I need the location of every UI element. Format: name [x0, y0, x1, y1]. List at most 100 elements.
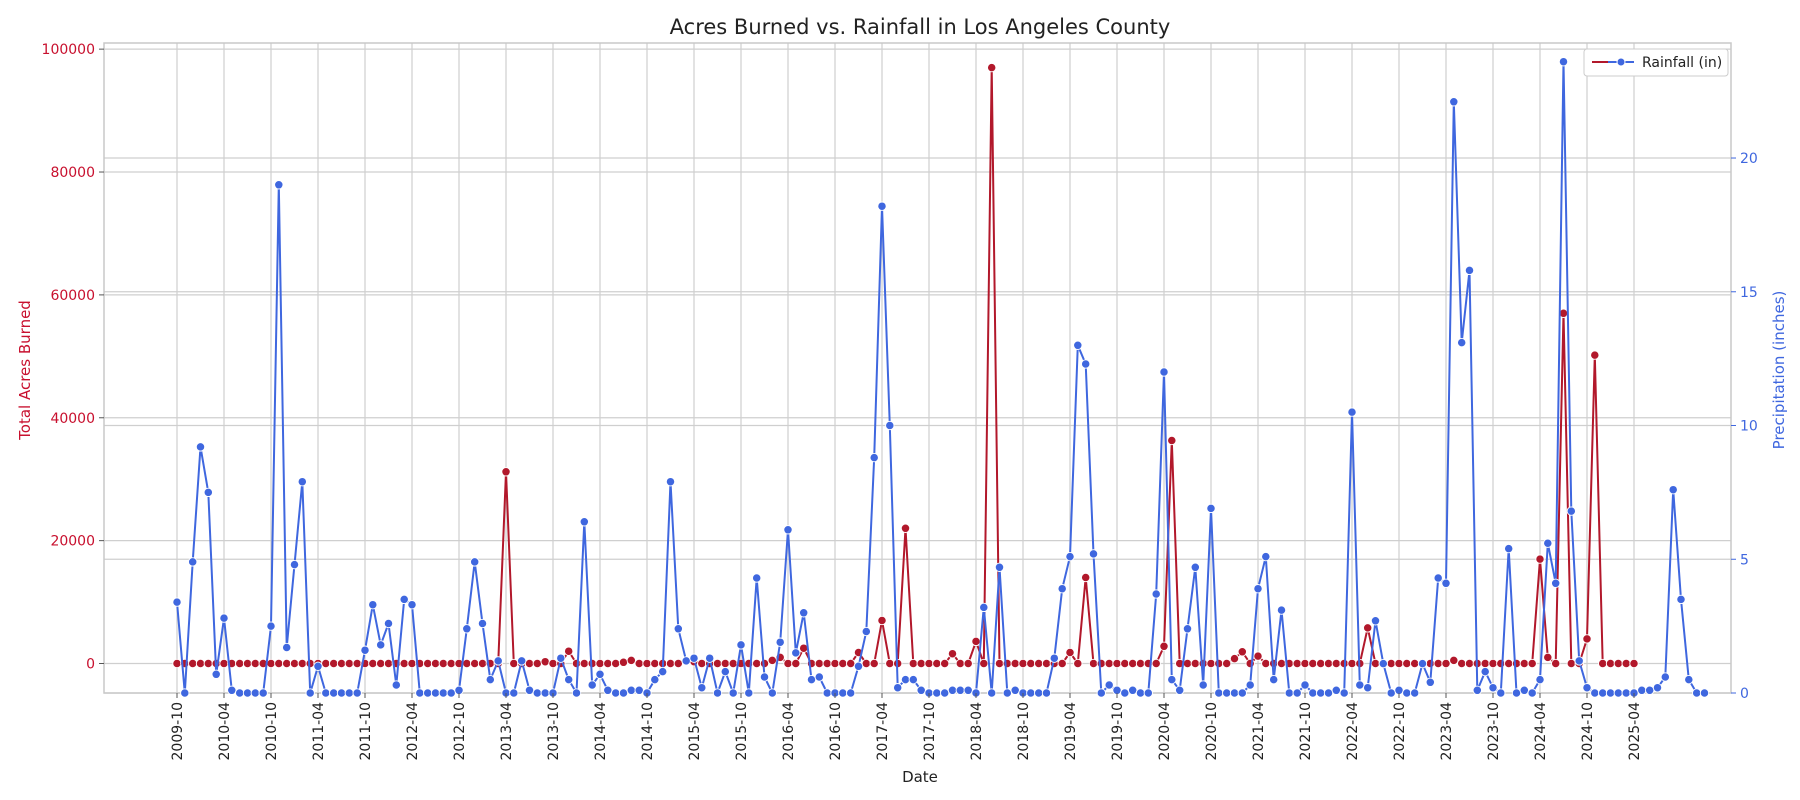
data-point: [947, 649, 958, 659]
data-point: [618, 688, 629, 698]
data-point: [1598, 658, 1608, 669]
data-point: [1676, 594, 1686, 605]
x-tick-label: 2021-04: [1251, 702, 1267, 761]
data-point: [979, 602, 989, 613]
data-point: [1527, 688, 1537, 698]
data-point: [1417, 658, 1428, 669]
data-point: [1198, 680, 1208, 690]
data-point: [477, 618, 488, 629]
data-point: [1190, 562, 1200, 572]
data-point: [274, 658, 284, 669]
data-point: [861, 658, 871, 669]
gridlines: [104, 43, 1731, 694]
data-point: [415, 688, 425, 698]
x-tick-label: 2012-04: [405, 702, 421, 761]
data-point: [477, 658, 488, 669]
data-point: [767, 688, 777, 698]
data-point: [1535, 674, 1545, 685]
data-point: [1496, 658, 1506, 669]
x-tick-label: 2009-10: [170, 702, 186, 761]
data-point: [1488, 658, 1498, 669]
x-axis-label: Date: [902, 768, 938, 786]
y-right-tick-label: 15: [1740, 285, 1758, 301]
data-point: [430, 658, 441, 669]
data-point: [1104, 680, 1114, 690]
data-point: [791, 658, 801, 669]
data-point: [1605, 658, 1616, 669]
data-point: [1535, 554, 1545, 564]
data-point: [650, 658, 660, 669]
data-point: [1214, 658, 1224, 669]
data-point: [1222, 688, 1232, 698]
data-point: [595, 669, 605, 679]
legend-box: [1583, 48, 1729, 77]
data-point: [1206, 658, 1216, 669]
data-point: [1237, 688, 1247, 698]
data-point: [282, 658, 292, 669]
y-axis-right-label: Precipitation (inches): [1770, 291, 1788, 450]
data-point: [603, 658, 613, 669]
data-point: [1253, 584, 1263, 594]
data-point: [376, 658, 386, 669]
data-point: [853, 661, 864, 671]
data-point: [517, 656, 527, 666]
data-point: [336, 688, 347, 698]
data-point: [172, 658, 182, 669]
data-point: [1370, 658, 1381, 669]
data-point: [180, 688, 190, 698]
data-point: [1433, 573, 1443, 583]
data-point: [759, 672, 770, 682]
data-point: [1159, 641, 1169, 651]
data-point: [297, 477, 307, 487]
data-point: [1308, 688, 1318, 698]
data-point: [250, 688, 260, 698]
data-point: [1088, 549, 1099, 559]
data-point: [932, 658, 942, 669]
data-point: [994, 658, 1005, 669]
x-tick-label: 2018-04: [969, 702, 985, 761]
data-point: [289, 658, 300, 669]
data-point: [1276, 605, 1287, 615]
x-tick-label: 2024-04: [1533, 702, 1549, 761]
data-point: [1088, 658, 1099, 669]
data-point: [1441, 578, 1451, 588]
data-point: [501, 467, 511, 477]
data-point: [564, 646, 574, 656]
data-point: [399, 658, 409, 669]
y-right-tick-label: 10: [1740, 419, 1758, 435]
data-point: [1613, 658, 1623, 669]
data-point: [1073, 340, 1083, 350]
data-point: [1339, 688, 1349, 698]
data-point: [1300, 658, 1310, 669]
x-tick-label: 2023-04: [1439, 702, 1455, 761]
data-point: [885, 420, 895, 431]
data-point: [971, 636, 981, 647]
data-point: [1363, 623, 1373, 633]
data-point: [650, 674, 660, 685]
data-point: [963, 658, 973, 669]
data-point: [626, 685, 636, 695]
data-point: [1370, 616, 1381, 626]
data-point: [736, 640, 746, 650]
data-point: [1684, 674, 1694, 685]
data-point: [336, 658, 347, 669]
data-point: [470, 658, 480, 669]
data-point: [940, 658, 950, 669]
data-point: [1229, 653, 1240, 664]
data-point: [188, 557, 198, 567]
data-point: [665, 477, 676, 487]
data-point: [963, 685, 973, 695]
data-point: [540, 688, 550, 698]
data-point: [791, 648, 801, 658]
data-point: [932, 688, 942, 698]
data-point: [987, 688, 997, 698]
data-point: [658, 666, 668, 677]
data-point: [548, 658, 558, 669]
data-point: [289, 559, 300, 570]
data-point: [1316, 688, 1326, 698]
data-point: [1613, 688, 1623, 698]
legend: Rainfall (in): [1583, 48, 1729, 77]
data-point: [579, 517, 589, 527]
data-point: [258, 688, 268, 698]
